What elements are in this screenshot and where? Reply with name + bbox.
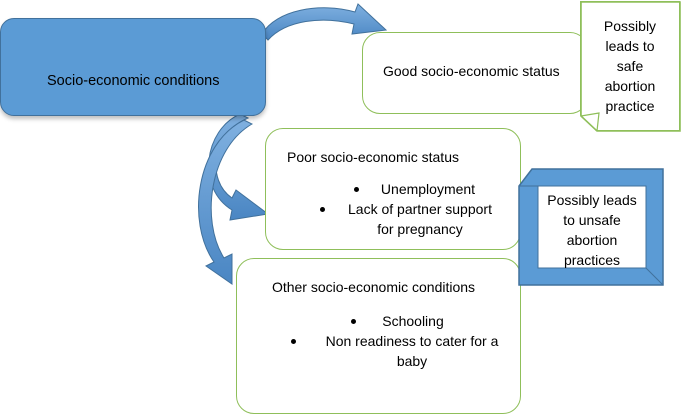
arrow-to-good-status	[261, 3, 388, 41]
list-item-text: baby	[396, 353, 428, 369]
poor-status-list: Unemployment Lack of partner support for…	[318, 179, 508, 239]
socio-economic-conditions-label: Socio-economic conditions	[47, 73, 220, 89]
other-conditions-title: Other socio-economic conditions	[271, 279, 476, 295]
note-line: safe	[616, 58, 644, 74]
socio-economic-conditions-box: Socio-economic conditions	[0, 18, 266, 116]
other-conditions-list: Schooling Non readiness to cater for a b…	[291, 311, 513, 371]
note-line: to unsafe	[563, 212, 621, 228]
list-item: Lack of partner support	[318, 199, 508, 219]
note-line: abortion	[566, 232, 618, 248]
good-status-box: Good socio-economic status	[362, 32, 588, 114]
bullet-icon	[354, 187, 359, 192]
poor-status-box: Poor socio-economic status Unemployment …	[265, 128, 521, 250]
list-item-text: Unemployment	[380, 181, 476, 197]
list-item: Non readiness to cater for a	[291, 331, 513, 351]
unsafe-abortion-note-shape	[518, 168, 664, 286]
list-item-text: Schooling	[382, 313, 444, 329]
good-status-label: Good socio-economic status	[383, 63, 560, 79]
note-line: practice	[605, 98, 655, 114]
list-item-text: Non readiness to cater for a	[325, 333, 499, 349]
other-conditions-box: Other socio-economic conditions Schoolin…	[236, 258, 521, 414]
bullet-icon	[320, 207, 325, 212]
list-item: baby	[293, 351, 513, 371]
note-line: Possibly	[603, 18, 657, 34]
bullet-icon	[291, 339, 296, 344]
bullet-icon	[351, 319, 356, 324]
note-line: practices	[563, 252, 621, 268]
list-item: Unemployment	[318, 179, 508, 199]
unsafe-abortion-note-text: Possibly leads to unsafe abortion practi…	[538, 190, 646, 270]
safe-abortion-note: Possibly leads to safe abortion practice	[580, 1, 680, 131]
list-item-text: Lack of partner support	[348, 201, 492, 217]
note-line: abortion	[604, 78, 656, 94]
poor-status-title: Poor socio-economic status	[287, 149, 459, 165]
safe-abortion-note-text: Possibly leads to safe abortion practice	[581, 16, 679, 116]
note-line: leads to	[605, 38, 655, 54]
list-item: for pregnancy	[318, 219, 508, 239]
safe-abortion-note-outline	[580, 1, 681, 132]
list-item: Schooling	[293, 311, 513, 331]
note-line: Possibly leads	[547, 192, 637, 208]
unsafe-abortion-note: Possibly leads to unsafe abortion practi…	[518, 168, 664, 286]
list-item-text: for pregnancy	[377, 221, 463, 237]
arrow-to-other-conditions	[198, 119, 254, 285]
